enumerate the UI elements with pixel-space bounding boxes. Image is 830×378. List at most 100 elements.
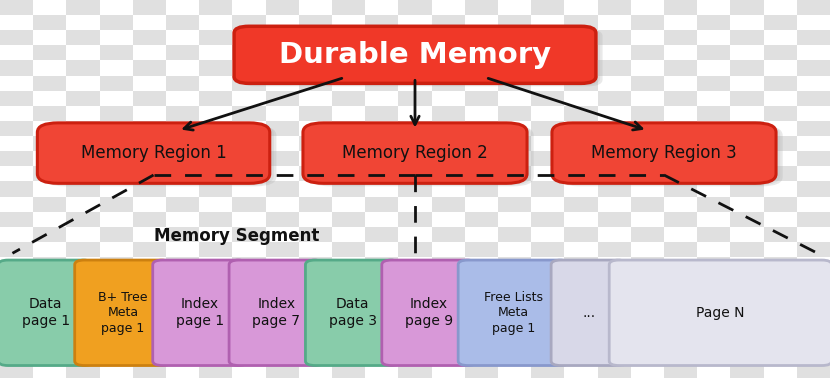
Bar — [199, 136, 232, 151]
Bar — [631, 212, 664, 227]
Bar — [398, 287, 432, 302]
Bar — [498, 242, 531, 257]
Bar — [730, 45, 764, 60]
Bar — [166, 272, 199, 287]
Bar — [365, 197, 398, 212]
Bar — [133, 257, 166, 272]
Bar — [465, 106, 498, 121]
Bar — [232, 212, 266, 227]
Bar — [232, 302, 266, 318]
Bar — [66, 318, 100, 333]
Bar — [133, 60, 166, 76]
Bar — [730, 30, 764, 45]
Bar — [631, 166, 664, 181]
Bar — [764, 257, 797, 272]
Bar — [332, 136, 365, 151]
Bar — [100, 0, 133, 15]
Bar — [631, 15, 664, 30]
Bar — [66, 302, 100, 318]
Bar — [266, 363, 299, 378]
Text: Index
page 7: Index page 7 — [252, 297, 300, 328]
Bar — [697, 121, 730, 136]
Bar — [432, 242, 465, 257]
Bar — [365, 272, 398, 287]
Bar — [299, 197, 332, 212]
Bar — [166, 302, 199, 318]
Bar — [232, 287, 266, 302]
Bar — [332, 166, 365, 181]
Bar — [730, 181, 764, 197]
Bar — [232, 151, 266, 166]
Bar — [664, 151, 697, 166]
Bar — [332, 348, 365, 363]
Bar — [299, 91, 332, 106]
Bar — [166, 30, 199, 45]
Bar — [730, 60, 764, 76]
Bar — [0, 76, 33, 91]
Bar — [100, 302, 133, 318]
Bar — [531, 287, 564, 302]
Bar — [332, 106, 365, 121]
Bar — [598, 197, 631, 212]
Bar — [465, 121, 498, 136]
Bar — [332, 302, 365, 318]
Bar — [33, 181, 66, 197]
Bar — [365, 0, 398, 15]
Bar — [266, 106, 299, 121]
Bar — [631, 121, 664, 136]
Bar — [266, 318, 299, 333]
Bar — [432, 302, 465, 318]
Bar — [266, 227, 299, 242]
Bar — [797, 348, 830, 363]
Bar — [564, 136, 598, 151]
Bar — [266, 0, 299, 15]
Bar — [166, 166, 199, 181]
Bar — [232, 60, 266, 76]
Bar — [465, 15, 498, 30]
Bar — [764, 333, 797, 348]
Bar — [465, 348, 498, 363]
Bar — [598, 121, 631, 136]
Bar — [232, 0, 266, 15]
Bar — [697, 348, 730, 363]
Bar — [166, 197, 199, 212]
Bar — [697, 318, 730, 333]
Bar — [398, 348, 432, 363]
Bar — [465, 91, 498, 106]
Bar — [432, 106, 465, 121]
Bar — [465, 212, 498, 227]
Bar — [631, 106, 664, 121]
FancyBboxPatch shape — [310, 126, 534, 186]
Bar — [797, 91, 830, 106]
Bar — [697, 91, 730, 106]
Bar — [365, 302, 398, 318]
Bar — [0, 181, 33, 197]
Bar — [531, 136, 564, 151]
Bar — [398, 166, 432, 181]
Bar — [166, 45, 199, 60]
Bar — [365, 30, 398, 45]
Bar — [232, 76, 266, 91]
Bar — [598, 0, 631, 15]
Bar — [199, 15, 232, 30]
Bar — [0, 151, 33, 166]
Bar — [730, 272, 764, 287]
Bar — [697, 106, 730, 121]
Bar — [432, 348, 465, 363]
Bar — [432, 136, 465, 151]
Bar — [232, 272, 266, 287]
Bar — [133, 287, 166, 302]
Bar — [66, 91, 100, 106]
Bar — [730, 348, 764, 363]
Bar — [697, 302, 730, 318]
Text: Memory Segment: Memory Segment — [154, 227, 320, 245]
Bar — [299, 121, 332, 136]
Bar — [797, 166, 830, 181]
Bar — [266, 136, 299, 151]
Bar — [564, 227, 598, 242]
Bar — [100, 60, 133, 76]
FancyBboxPatch shape — [238, 28, 600, 85]
Bar — [432, 166, 465, 181]
Bar — [100, 151, 133, 166]
Bar — [564, 151, 598, 166]
